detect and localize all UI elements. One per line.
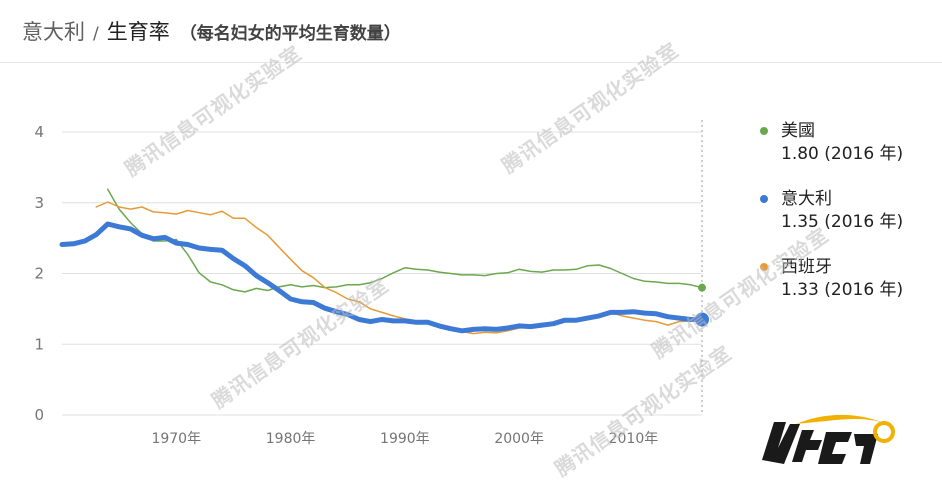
legend-value-usa: 1.80 (2016 年) xyxy=(781,144,904,164)
legend-value-spain: 1.33 (2016 年) xyxy=(781,280,904,300)
y-tick-label: 2 xyxy=(34,265,44,283)
series-line-0 xyxy=(106,188,703,293)
breadcrumb-separator: / xyxy=(93,24,99,44)
legend-value-italy: 1.35 (2016 年) xyxy=(781,212,904,232)
series-line-1 xyxy=(59,221,705,334)
legend-name-italy: 意大利 xyxy=(781,189,832,209)
x-tick-label: 2010年 xyxy=(609,431,659,447)
y-tick-label: 4 xyxy=(34,123,44,141)
x-tick-label: 2000年 xyxy=(494,431,544,447)
legend-name-spain: 西班牙 xyxy=(781,257,832,277)
y-tick-label: 3 xyxy=(34,194,44,212)
breadcrumb-country[interactable]: 意大利 xyxy=(22,20,85,44)
x-tick-label: 1970年 xyxy=(151,431,201,447)
legend-item-italy[interactable]: 意大利 1.35 (2016 年) xyxy=(760,188,940,234)
metric-subtitle: （每名妇女的平均生育数量） xyxy=(179,24,401,44)
x-tick-label: 1980年 xyxy=(266,431,316,447)
legend-name-usa: 美國 xyxy=(781,121,815,141)
page-title: 意大利 / 生育率 （每名妇女的平均生育数量） xyxy=(22,16,401,46)
series-endpoint-0 xyxy=(698,283,706,292)
fertility-line-chart: 0 1 2 3 4 1970年 1980年 1990年 2000年 2010年 xyxy=(34,120,709,447)
x-tick-label: 1990年 xyxy=(380,431,430,447)
metric-title: 生育率 xyxy=(106,20,170,44)
y-tick-label: 1 xyxy=(34,335,44,353)
legend-dot-spain xyxy=(760,263,768,271)
legend-item-spain[interactable]: 西班牙 1.33 (2016 年) xyxy=(760,256,940,302)
legend-dot-italy xyxy=(760,195,768,203)
legend-dot-usa xyxy=(760,127,768,135)
legend-item-usa[interactable]: 美國 1.80 (2016 年) xyxy=(760,120,940,166)
y-tick-label: 0 xyxy=(34,406,44,424)
page-header: 意大利 / 生育率 （每名妇女的平均生育数量） xyxy=(0,0,942,63)
series-endpoint-1 xyxy=(695,312,709,327)
chart-legend: 美國 1.80 (2016 年) 意大利 1.35 (2016 年) 西班牙 1… xyxy=(760,120,940,324)
brand-logo-icon xyxy=(762,414,896,464)
